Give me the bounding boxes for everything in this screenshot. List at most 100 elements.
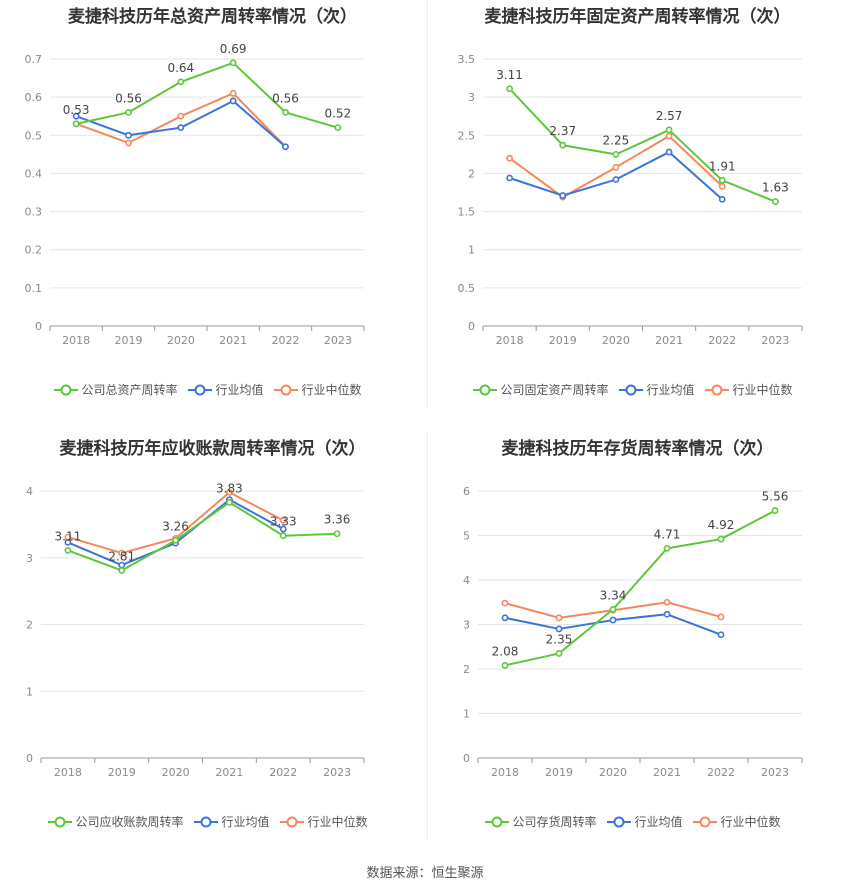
x-tick-label: 2023	[761, 334, 789, 347]
data-label: 0.69	[220, 42, 247, 56]
chart-panel-total-assets: 麦捷科技历年总资产周转率情况（次） 0 0.1 0.2 0.3 0.4 0.5 0.6 0.7…	[0, 0, 425, 430]
y-tick-label: 0.6	[25, 91, 43, 104]
x-tick-label: 2020	[167, 334, 195, 347]
y-tick-label: 3	[468, 91, 475, 104]
data-point-company	[501, 662, 509, 669]
chart-title: 麦捷科技历年固定资产周转率情况（次）	[484, 7, 791, 27]
legend-symbol-icon	[484, 816, 509, 828]
y-tick-label: 3.5	[458, 53, 476, 66]
data-point-company	[612, 150, 620, 158]
legend-marker	[711, 384, 722, 396]
panel-divider	[427, 0, 428, 408]
chart-title: 麦捷科技历年应收账款周转率情况（次）	[59, 439, 366, 459]
data-point-industry_avg	[559, 192, 567, 199]
legend-marker	[280, 384, 291, 396]
series-line-industry_avg	[509, 151, 723, 201]
data-point-industry_median	[663, 598, 671, 606]
data-point-company	[559, 141, 567, 149]
data-label: 3.26	[162, 519, 189, 533]
y-tick-label: 0.3	[25, 206, 43, 219]
data-label: 0.56	[272, 91, 299, 105]
x-tick-label: 2018	[491, 766, 519, 779]
data-point-industry_avg	[229, 97, 237, 105]
data-point-industry_median	[177, 112, 185, 120]
legend-label: 行业中位数	[720, 815, 781, 829]
chart-svg: 0 1 2 3 4 5 6 2018 2019 2020 2021 2022 2023 2.08 2.35 3…	[463, 485, 803, 779]
data-point-industry_avg	[72, 112, 80, 120]
data-label: 2.25	[603, 133, 630, 147]
data-label: 3.83	[216, 481, 243, 495]
legend-label: 公司固定资产周转率	[500, 383, 609, 397]
data-point-industry_avg	[501, 614, 509, 622]
y-tick-label: 1.5	[458, 206, 476, 219]
chart-legend: 公司固定资产周转率 行业均值 行业中位数	[425, 380, 850, 400]
data-point-industry_avg	[555, 625, 563, 633]
y-tick-label: 0.5	[25, 129, 43, 142]
y-tick-label: 0.5	[458, 282, 476, 295]
y-tick-label: 1	[26, 685, 33, 698]
data-point-company	[282, 109, 289, 116]
data-point-company	[772, 198, 779, 206]
data-point-company	[609, 605, 617, 613]
x-tick-label: 2019	[108, 766, 136, 779]
x-tick-label: 2021	[215, 766, 243, 779]
data-point-company	[118, 567, 126, 574]
data-label: 0.53	[63, 103, 90, 117]
data-point-industry_median	[226, 488, 233, 496]
chart-panel-fixed-assets: 麦捷科技历年固定资产周转率情况（次） 0 0.5 1 1.5 2 2.5 3 3.5 2018 2…	[425, 0, 850, 430]
data-point-company	[771, 507, 779, 514]
data-point-industry_avg	[717, 631, 725, 639]
data-label: 4.92	[708, 518, 735, 532]
legend-marker	[194, 384, 205, 396]
data-label: 3.36	[324, 513, 351, 527]
x-tick-label: 2020	[602, 334, 630, 347]
data-point-company	[663, 545, 671, 552]
legend-symbol-icon	[692, 816, 717, 828]
data-point-industry_median	[717, 613, 725, 621]
data-point-company	[72, 120, 80, 128]
data-label: 2.81	[108, 549, 135, 563]
data-point-company	[665, 126, 673, 134]
legend-label: 行业均值	[221, 815, 270, 829]
legend-marker	[479, 384, 490, 396]
data-point-company	[718, 176, 726, 184]
data-point-industry_avg	[612, 176, 620, 183]
legend-marker	[625, 384, 636, 396]
data-label: 5.56	[762, 490, 789, 504]
legend-label: 行业中位数	[732, 383, 793, 397]
x-tick-label: 2019	[545, 766, 573, 779]
y-tick-label: 1	[468, 244, 475, 257]
data-point-company	[177, 78, 185, 86]
x-tick-label: 2018	[496, 334, 524, 347]
data-point-company	[125, 109, 132, 116]
y-tick-label: 3	[26, 552, 33, 565]
y-tick-label: 0	[26, 752, 33, 765]
x-tick-label: 2022	[708, 334, 736, 347]
chart-svg: 0 1 2 3 4 2018 2019 2020 2021 2022 2023 3.11 2.81 3.2…	[26, 481, 365, 779]
y-tick-label: 5	[463, 530, 470, 543]
legend-label: 行业均值	[646, 383, 695, 397]
data-point-industry_avg	[279, 525, 287, 533]
y-tick-label: 3	[463, 619, 470, 632]
series-line-industry_avg	[75, 99, 287, 148]
x-tick-label: 2023	[323, 766, 351, 779]
data-label: 2.35	[546, 632, 573, 646]
data-label: 1.91	[709, 159, 736, 173]
chart-panel-inventory: 麦捷科技历年存货周转率情况（次） 0 1 2 3 4 5 6 2018 2019 2020 2021…	[425, 432, 850, 862]
data-point-industry_avg	[177, 124, 185, 132]
x-tick-label: 2021	[219, 334, 247, 347]
data-point-company	[717, 535, 725, 543]
legend-symbol-icon	[187, 384, 212, 396]
legend-label: 行业均值	[634, 815, 683, 829]
data-label: 2.37	[549, 124, 576, 138]
data-point-company	[226, 498, 233, 506]
chart-title: 麦捷科技历年存货周转率情况（次）	[501, 439, 774, 459]
data-point-company	[172, 536, 179, 544]
data-point-industry_avg	[665, 148, 673, 156]
chart-legend: 公司总资产周转率 行业均值 行业中位数	[0, 380, 425, 400]
y-tick-label: 4	[26, 485, 33, 498]
data-point-company	[64, 547, 72, 554]
legend-symbol-icon	[273, 384, 298, 396]
legend-label: 行业中位数	[307, 815, 368, 829]
legend-symbol-icon	[704, 384, 729, 396]
